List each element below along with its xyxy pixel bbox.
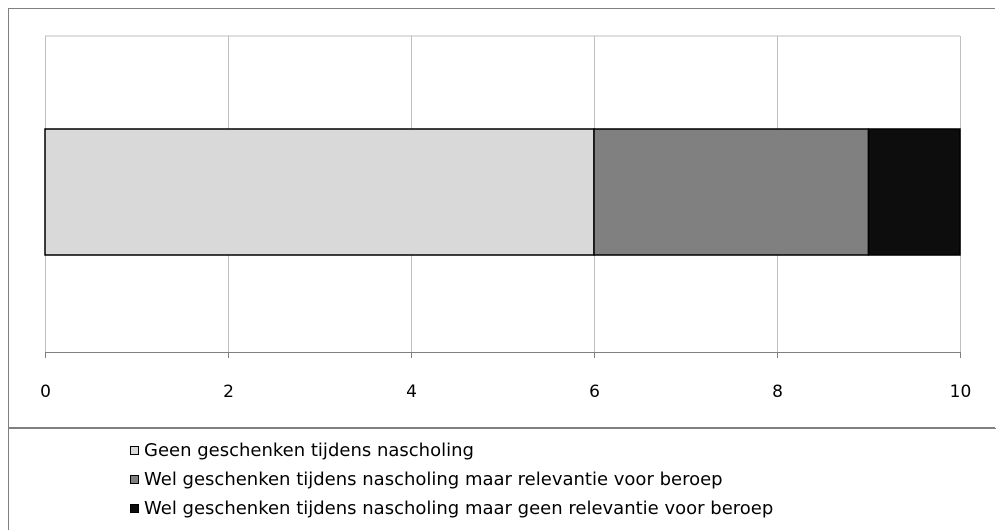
legend-swatch xyxy=(130,504,139,513)
x-tick-label: 8 xyxy=(772,382,783,402)
x-tick-label: 6 xyxy=(589,382,600,402)
x-tick-label: 4 xyxy=(406,382,417,402)
stacked-bar-chart: 0 2 4 6 8 10 xyxy=(40,35,971,402)
x-tick-label: 2 xyxy=(223,382,234,402)
legend-label: Wel geschenken tijdens nascholing maar r… xyxy=(144,469,723,490)
bars xyxy=(44,128,961,256)
bar-segment xyxy=(867,128,961,256)
legend-swatch xyxy=(130,475,139,484)
legend: Geen geschenken tijdens nascholing Wel g… xyxy=(130,436,773,523)
bar-segment xyxy=(593,128,870,256)
legend-label: Geen geschenken tijdens nascholing xyxy=(144,440,474,461)
legend-item: Wel geschenken tijdens nascholing maar r… xyxy=(130,465,773,494)
x-tick-label: 10 xyxy=(950,382,972,402)
legend-swatch xyxy=(130,446,139,455)
chart-area xyxy=(8,8,995,428)
bar-segment xyxy=(44,128,595,256)
legend-label: Wel geschenken tijdens nascholing maar g… xyxy=(144,498,774,519)
x-tick-labels: 0 2 4 6 8 10 xyxy=(40,382,971,402)
x-tick-label: 0 xyxy=(40,382,51,402)
legend-item: Wel geschenken tijdens nascholing maar g… xyxy=(130,494,773,523)
legend-item: Geen geschenken tijdens nascholing xyxy=(130,436,773,465)
x-axis xyxy=(45,352,961,358)
legend-area xyxy=(8,428,996,530)
